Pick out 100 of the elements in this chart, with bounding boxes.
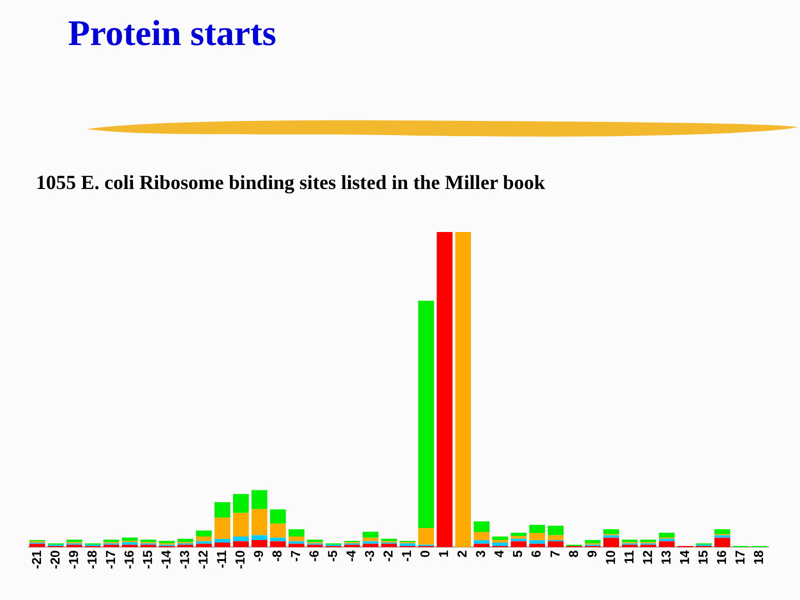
bar <box>66 544 82 548</box>
x-tick-label: 1 <box>436 550 452 558</box>
bar <box>158 540 175 544</box>
bar <box>214 542 230 548</box>
bar <box>307 544 323 548</box>
x-tick-label: -18 <box>84 550 100 570</box>
x-tick-label: -4 <box>344 549 359 562</box>
bar <box>622 540 638 542</box>
bar <box>381 538 397 542</box>
bar <box>362 532 378 538</box>
bar <box>362 544 378 548</box>
bar <box>233 512 249 536</box>
bar <box>714 535 730 538</box>
bar <box>529 533 546 540</box>
bar <box>492 536 508 540</box>
bar <box>103 544 120 548</box>
x-tick-label: -5 <box>325 550 340 562</box>
bar <box>436 232 452 548</box>
bar <box>252 535 268 540</box>
x-tick-label: -20 <box>47 550 62 570</box>
x-tick-label: -9 <box>251 550 266 562</box>
bar <box>178 538 194 542</box>
bar <box>658 532 675 538</box>
bar <box>603 538 620 548</box>
x-tick-label: -2 <box>380 550 396 562</box>
bar <box>233 541 249 548</box>
bar <box>548 535 564 540</box>
x-tick-label: 8 <box>566 550 581 558</box>
x-tick-label: 9 <box>584 550 600 558</box>
x-tick-label: -7 <box>288 550 304 562</box>
bar <box>66 540 82 542</box>
bar <box>103 540 120 542</box>
bar <box>474 521 490 532</box>
bar <box>270 541 286 548</box>
bar <box>270 524 286 538</box>
x-tick-label: -14 <box>158 549 174 570</box>
x-tick-label: 16 <box>714 550 729 565</box>
x-tick-label: -15 <box>140 550 155 570</box>
x-tick-label: -21 <box>28 550 44 570</box>
bar <box>270 509 286 524</box>
x-tick-label: -16 <box>121 550 136 570</box>
bar <box>178 544 194 548</box>
x-tick-label: -3 <box>362 550 378 562</box>
bar <box>455 232 471 548</box>
bar <box>640 540 656 542</box>
x-tick-label: -6 <box>306 550 322 562</box>
x-tick-label: 3 <box>473 550 488 558</box>
bar <box>196 536 212 542</box>
x-tick-label: 11 <box>621 550 636 564</box>
bar <box>381 544 397 548</box>
bar <box>122 537 138 541</box>
bar <box>196 530 212 536</box>
x-tick-label: 18 <box>750 550 766 565</box>
bar <box>548 526 564 536</box>
chart-title: Protein starts <box>68 12 276 54</box>
bar <box>584 540 601 544</box>
x-tick-label: 15 <box>695 550 710 565</box>
bar <box>252 490 268 510</box>
x-tick-label: 14 <box>676 549 692 565</box>
bar <box>418 300 434 528</box>
x-tick-label: -17 <box>102 550 118 570</box>
bar <box>640 544 656 548</box>
x-tick-label: 4 <box>492 549 507 558</box>
x-tick-label: 13 <box>658 550 674 565</box>
x-tick-label: 12 <box>640 550 655 565</box>
x-tick-label: 0 <box>418 550 433 558</box>
x-tick-label: -1 <box>399 550 414 562</box>
bar <box>252 540 268 548</box>
x-tick-label: -10 <box>232 550 248 570</box>
x-tick-label: 7 <box>547 550 562 558</box>
bar <box>603 535 620 538</box>
bar <box>140 544 156 548</box>
bar <box>344 544 360 548</box>
bar <box>288 541 304 544</box>
x-tick-label: 17 <box>732 550 748 565</box>
bar <box>510 538 527 542</box>
bar <box>510 532 527 536</box>
bar <box>29 544 46 548</box>
chart-subtitle: 1055 E. coli Ribosome binding sites listed in the Miller book <box>36 172 546 195</box>
x-tick-label: 6 <box>528 550 544 558</box>
bar <box>474 532 490 540</box>
bar <box>122 544 138 548</box>
bar <box>492 540 508 542</box>
bar <box>418 528 434 545</box>
x-tick-label: 2 <box>454 550 470 558</box>
bar <box>400 543 416 546</box>
bar <box>622 544 638 548</box>
bar <box>252 509 268 536</box>
bar <box>233 494 249 513</box>
bar <box>658 538 675 542</box>
x-tick-label: -8 <box>270 550 285 562</box>
bar <box>492 542 508 546</box>
bar <box>140 540 156 542</box>
x-tick-label: -12 <box>195 550 210 570</box>
bar <box>714 538 730 548</box>
bar <box>529 524 546 534</box>
bar <box>714 529 730 534</box>
bar <box>196 541 212 544</box>
bar <box>307 540 323 542</box>
bar <box>603 529 620 534</box>
